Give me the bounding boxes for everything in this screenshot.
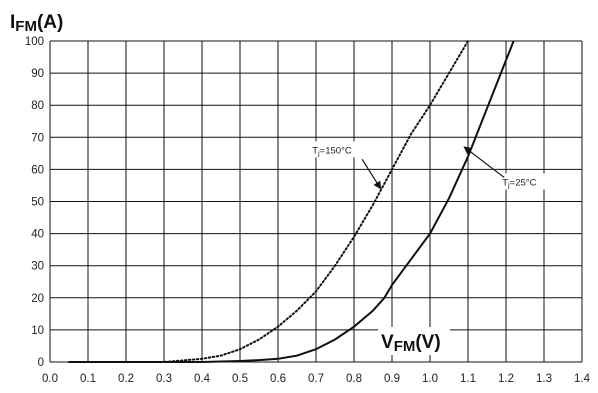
x-axis-title: VFM(V) (381, 332, 441, 355)
annotation-tj-25: Tj=25°C (463, 146, 565, 190)
annotation-main: T (312, 145, 318, 156)
x-tick-label: 0.7 (308, 373, 324, 385)
annotation-arrow (463, 146, 505, 178)
y-tick-label: 40 (31, 229, 44, 241)
x-tick-label: 0.6 (270, 373, 286, 385)
y-axis-title-main: I (10, 12, 15, 33)
x-axis-title-main: V (381, 332, 394, 353)
annotation-rest: =25°C (510, 177, 537, 188)
y-tick-label: 80 (31, 100, 44, 112)
x-tick-label: 0.3 (156, 373, 172, 385)
y-axis-title-sub: FM (15, 18, 37, 35)
x-tick-label: 0.2 (118, 373, 134, 385)
x-axis-title-unit: (V) (415, 332, 440, 353)
y-tick-label: 10 (31, 325, 44, 337)
x-tick-label: 1.2 (498, 373, 514, 385)
annotation-label-bg (310, 141, 375, 158)
annotation-rest: =150°C (320, 145, 352, 156)
y-tick-label: 70 (31, 132, 44, 144)
tick-labels: 0.0 0.1 0.2 0.3 0.4 0.5 0.6 0.7 0.8 0.9 1.0 1.1 1.2 1… (25, 36, 591, 385)
y-tick-label: 0 (38, 357, 44, 369)
x-tick-label: 0.8 (346, 373, 362, 385)
annotation-label-bg (500, 173, 565, 190)
x-tick-label: 0.1 (80, 373, 96, 385)
x-axis-title-sub: FM (394, 338, 416, 355)
y-axis-title: IFM(A) (10, 12, 63, 35)
x-tick-label: 0.0 (42, 373, 58, 385)
annotation-label: Tj=150°C (312, 145, 352, 157)
y-tick-label: 90 (31, 68, 44, 80)
series-line-solid (69, 40, 515, 363)
annotation-sub: j (317, 148, 320, 157)
x-tick-label: 1.1 (460, 373, 476, 385)
series-line-dotted (68, 40, 469, 363)
x-axis-title-background (378, 327, 450, 355)
y-tick-label: 50 (31, 197, 44, 209)
x-tick-label: 0.4 (194, 373, 211, 385)
y-axis-title-unit: (A) (37, 12, 63, 33)
y-tick-label: 20 (31, 293, 44, 305)
annotation-arrow (361, 159, 382, 190)
annotation-sub: j (507, 180, 510, 189)
grid-lines (49, 40, 583, 363)
annotation-label: Tj=25°C (502, 177, 536, 189)
annotations: Tj=150°CTj=25°C (310, 141, 565, 190)
x-tick-label: 0.9 (384, 373, 400, 385)
series-group (68, 40, 515, 363)
annotation-tj-150: Tj=150°C (310, 141, 382, 190)
x-tick-label: 1.3 (536, 373, 552, 385)
x-tick-label: 1.0 (422, 373, 438, 385)
y-tick-label: 30 (31, 261, 44, 273)
x-tick-label: 1.4 (574, 373, 591, 385)
annotation-main: T (502, 177, 508, 188)
y-tick-label: 60 (31, 164, 44, 176)
y-tick-label: 100 (25, 36, 44, 48)
x-tick-label: 0.5 (232, 373, 248, 385)
